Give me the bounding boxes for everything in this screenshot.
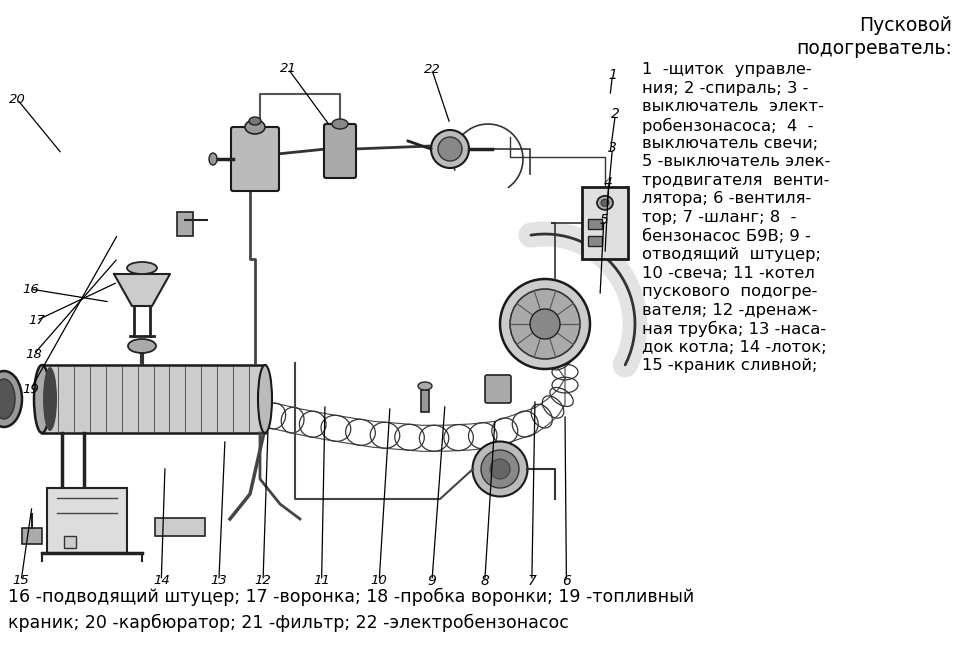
Text: 22: 22 xyxy=(423,63,441,77)
Text: 2: 2 xyxy=(611,107,620,122)
Text: 6: 6 xyxy=(562,574,571,588)
Text: бензонасос Б9В; 9 -: бензонасос Б9В; 9 - xyxy=(642,228,811,244)
Ellipse shape xyxy=(418,382,432,390)
Text: ная трубка; 13 -наса-: ная трубка; 13 -наса- xyxy=(642,321,827,337)
Text: 14: 14 xyxy=(153,574,170,587)
Text: тродвигателя  венти-: тродвигателя венти- xyxy=(642,173,829,188)
Ellipse shape xyxy=(597,196,613,210)
Bar xyxy=(588,218,602,229)
Bar xyxy=(588,236,602,246)
Ellipse shape xyxy=(472,441,527,496)
Ellipse shape xyxy=(438,137,462,161)
Text: пускового  подогре-: пускового подогре- xyxy=(642,284,817,299)
Bar xyxy=(421,390,429,412)
Ellipse shape xyxy=(258,365,272,433)
Ellipse shape xyxy=(500,279,590,369)
Text: 19: 19 xyxy=(22,383,39,396)
Ellipse shape xyxy=(530,309,560,339)
Text: 5 -выключатель элек-: 5 -выключатель элек- xyxy=(642,154,830,169)
Text: док котла; 14 -лоток;: док котла; 14 -лоток; xyxy=(642,339,827,354)
Bar xyxy=(47,488,127,553)
Text: Пусковой: Пусковой xyxy=(859,16,952,35)
Bar xyxy=(22,528,42,544)
Text: выключатель свечи;: выключатель свечи; xyxy=(642,136,818,151)
Text: 21: 21 xyxy=(279,62,297,75)
Text: 1  -щиток  управле-: 1 -щиток управле- xyxy=(642,62,811,77)
FancyBboxPatch shape xyxy=(42,365,265,433)
Bar xyxy=(155,518,205,536)
Text: 16: 16 xyxy=(22,283,39,296)
Ellipse shape xyxy=(249,117,261,125)
Ellipse shape xyxy=(0,371,22,427)
Text: 12: 12 xyxy=(254,574,272,587)
Text: 10: 10 xyxy=(371,574,388,587)
Text: отводящий  штуцер;: отводящий штуцер; xyxy=(642,247,821,262)
Text: ния; 2 -спираль; 3 -: ния; 2 -спираль; 3 - xyxy=(642,80,808,95)
FancyBboxPatch shape xyxy=(231,127,279,191)
Text: 8: 8 xyxy=(480,574,490,588)
Text: лятора; 6 -вентиля-: лятора; 6 -вентиля- xyxy=(642,192,811,207)
Text: робензонасоса;  4  -: робензонасоса; 4 - xyxy=(642,118,813,133)
Text: выключатель  элект-: выключатель элект- xyxy=(642,99,824,114)
Text: 9: 9 xyxy=(427,574,437,588)
Bar xyxy=(582,187,628,259)
Text: 4: 4 xyxy=(604,176,613,190)
Bar xyxy=(177,212,193,236)
Text: 15 -краник сливной;: 15 -краник сливной; xyxy=(642,358,817,373)
Text: 16 -подводящий штуцер; 17 -воронка; 18 -пробка воронки; 19 -топливный
краник; 20: 16 -подводящий штуцер; 17 -воронка; 18 -… xyxy=(8,588,694,632)
Bar xyxy=(64,536,76,548)
Ellipse shape xyxy=(128,339,156,353)
Text: 11: 11 xyxy=(313,574,330,587)
Text: 3: 3 xyxy=(608,141,617,156)
Text: подогреватель:: подогреватель: xyxy=(796,39,952,58)
Ellipse shape xyxy=(510,289,580,359)
Ellipse shape xyxy=(245,120,265,134)
FancyBboxPatch shape xyxy=(485,375,511,403)
Ellipse shape xyxy=(431,130,469,168)
Ellipse shape xyxy=(127,262,157,274)
FancyBboxPatch shape xyxy=(324,124,356,178)
Ellipse shape xyxy=(209,153,217,165)
Ellipse shape xyxy=(601,199,609,207)
Ellipse shape xyxy=(332,119,348,129)
Text: тор; 7 -шланг; 8  -: тор; 7 -шланг; 8 - xyxy=(642,210,797,225)
Ellipse shape xyxy=(490,459,510,479)
Text: 10 -свеча; 11 -котел: 10 -свеча; 11 -котел xyxy=(642,266,815,281)
Ellipse shape xyxy=(43,367,57,431)
Ellipse shape xyxy=(481,450,519,488)
Ellipse shape xyxy=(0,379,15,419)
Text: 15: 15 xyxy=(12,574,30,587)
Text: 7: 7 xyxy=(527,574,537,588)
Text: 20: 20 xyxy=(9,93,26,106)
Ellipse shape xyxy=(34,365,50,433)
Polygon shape xyxy=(114,274,170,306)
Text: 5: 5 xyxy=(599,213,609,227)
Text: 1: 1 xyxy=(608,68,617,82)
Text: 13: 13 xyxy=(210,574,228,587)
Text: 18: 18 xyxy=(25,348,42,361)
Text: 17: 17 xyxy=(28,314,45,327)
Text: вателя; 12 -дренаж-: вателя; 12 -дренаж- xyxy=(642,303,817,317)
